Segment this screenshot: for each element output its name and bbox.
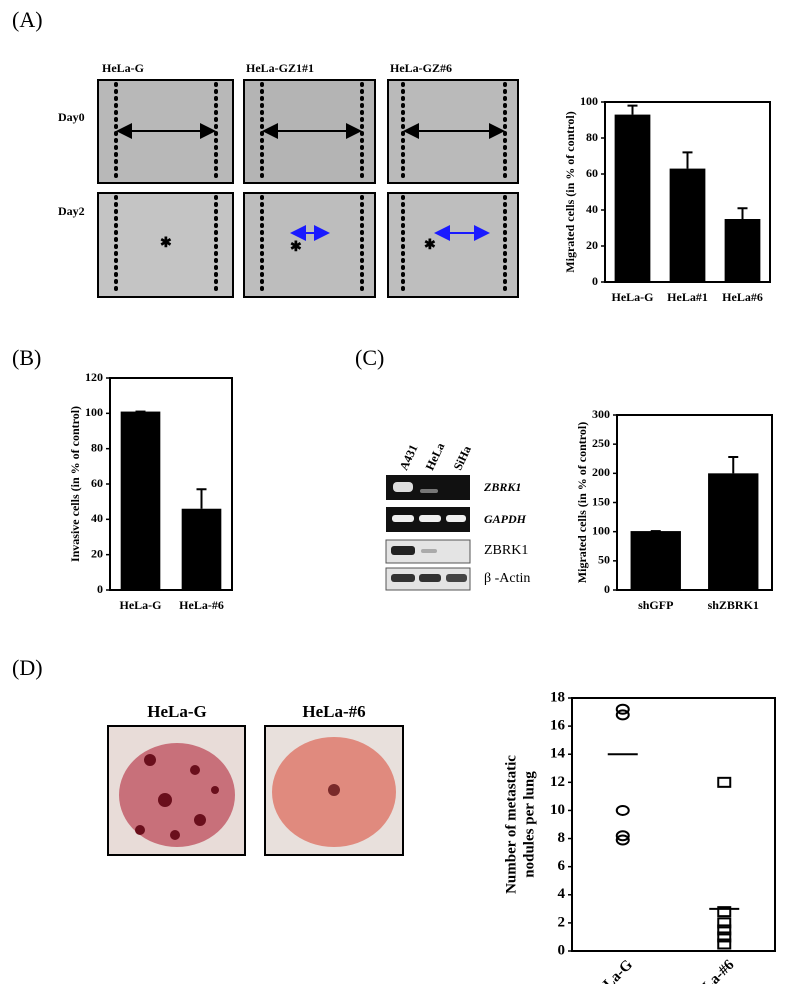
lung-shape [119,743,235,847]
lane-label: HeLa [423,441,448,473]
y-tick-label: 40 [586,202,598,216]
x-tick-label: shZBRK1 [708,598,759,612]
x-tick-label: HeLa#6 [722,290,763,304]
y-tick-label: 20 [586,238,598,252]
panel-label: (A) [12,7,43,32]
y-tick-label: 40 [91,511,103,525]
y-axis-label: Migrated cells (in % of control) [575,422,589,583]
point [615,703,630,715]
arrows [116,123,505,241]
bar [669,168,706,282]
y-tick-label: 250 [592,436,610,450]
photo-label: HeLa-#6 [302,702,365,721]
y-tick-label: 50 [598,553,610,567]
panel-label: (D) [12,655,43,680]
x-tick-label: HeLa-G [588,957,637,984]
y-tick-label: 150 [592,494,610,508]
micrograph [243,192,376,298]
row-label: Day2 [58,204,85,218]
x-tick-label: HeLa#1 [667,290,708,304]
point [615,709,630,721]
x-tick-label: HeLa-G [612,290,654,304]
gel [385,475,471,591]
y-tick-label: 100 [580,94,598,108]
y-tick-label: 20 [91,546,103,560]
point [717,931,732,943]
y-axis-label: nodules per lung [521,771,537,878]
x-tick-label: HeLa-G [120,598,162,612]
svg-text:✱: ✱ [290,240,302,255]
y-tick-label: 0 [558,942,566,958]
y-tick-label: 6 [558,858,566,874]
point [717,906,732,918]
gel-row-label: ZBRK1 [483,480,521,494]
point [717,938,732,950]
lane-label: A431 [397,442,421,472]
x-tick-label: HeLa-#6 [179,598,224,612]
panel-label: (C) [355,345,384,370]
gel-row-label: ZBRK1 [484,543,528,558]
y-tick-label: 2 [558,914,566,930]
point [615,804,630,816]
y-axis-label: Number of metastatic [503,755,519,894]
y-tick-label: 100 [85,405,103,419]
y-tick-label: 100 [592,523,610,537]
svg-text:✱: ✱ [160,236,172,251]
micrographs [97,79,519,298]
error-bar [682,151,693,169]
y-tick-label: 200 [592,465,610,479]
image-label: HeLa-GZ1#1 [246,61,314,75]
image-label: HeLa-G [102,61,144,75]
bar [724,219,761,282]
y-tick-label: 8 [558,830,566,846]
svg-text:✱: ✱ [424,238,436,253]
y-tick-label: 300 [592,407,610,421]
stars: ✱ ✱ ✱ [160,236,436,255]
y-tick-label: 14 [550,746,566,762]
image-label: HeLa-GZ#6 [390,61,452,75]
y-tick-label: 0 [604,582,610,596]
error-bar [196,488,207,509]
point [717,917,732,929]
y-tick-label: 120 [85,370,103,384]
gel-row-label: β -Actin [484,571,530,586]
y-tick-label: 60 [91,476,103,490]
bar [708,473,759,590]
error-bar [737,207,748,219]
lane-label: SiHa [451,444,474,473]
y-tick-label: 10 [550,802,565,818]
bar [120,411,161,590]
bar [630,531,681,590]
y-tick-label: 0 [97,582,103,596]
y-axis-label: Invasive cells (in % of control) [68,406,82,562]
y-axis-label: Migrated cells (in % of control) [563,111,577,272]
error-bar [728,456,739,474]
point [615,830,630,842]
micrograph [387,192,519,298]
panel-label: (B) [12,345,41,370]
y-tick-label: 18 [550,689,565,705]
micrograph [97,192,234,298]
y-tick-label: 12 [550,774,565,790]
bar [614,114,651,282]
y-tick-label: 60 [586,166,598,180]
x-tick-label: shGFP [638,598,673,612]
row-label: Day0 [58,110,85,124]
point [717,776,732,788]
y-tick-label: 80 [586,130,598,144]
bar [181,508,222,590]
y-tick-label: 16 [550,718,566,734]
gel-row-label: GAPDH [484,512,527,526]
plot-frame [571,697,776,952]
y-tick-label: 4 [558,886,566,902]
y-tick-label: 0 [592,274,598,288]
error-bar [627,104,638,115]
y-tick-label: 80 [91,440,103,454]
x-tick-label: HeLa-#6 [687,957,738,984]
point [615,834,630,846]
point [717,924,732,936]
photo-label: HeLa-G [147,702,207,721]
